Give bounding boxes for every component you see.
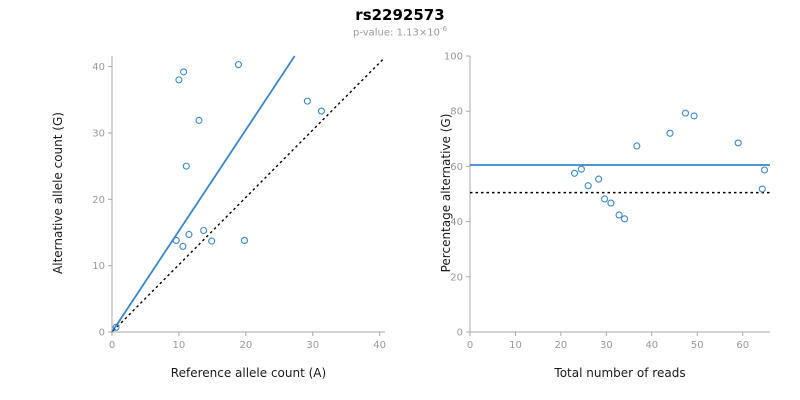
data-point [584, 182, 592, 190]
data-point [570, 169, 579, 177]
x-tick-label: 40 [645, 340, 658, 351]
data-point [182, 162, 190, 170]
data-point [200, 226, 208, 235]
identity-line [112, 58, 385, 332]
data-point [633, 142, 641, 150]
data-point [195, 116, 203, 124]
y-axis-label-right: Percentage alternative (G) [439, 113, 453, 273]
y-tick-label: 30 [92, 128, 105, 139]
allele-count-scatter-plot: 0 10 20 30 40 0 10 20 30 40 [92, 55, 386, 351]
x-tick-label: 10 [509, 340, 522, 351]
y-tick-label: 40 [92, 62, 105, 73]
data-point [172, 236, 180, 244]
data-point [615, 211, 623, 219]
y-tick-label: 0 [99, 328, 105, 339]
data-point [234, 61, 243, 69]
y-axis-label-left: Alternative allele count (G) [51, 112, 65, 274]
data-point [112, 323, 120, 331]
data-point [666, 129, 674, 137]
data-point [734, 139, 742, 147]
x-tick-label: 20 [555, 340, 568, 351]
y-tick-label: 20 [450, 272, 463, 283]
data-point [607, 199, 615, 207]
y-tick-label: 80 [450, 107, 463, 118]
y-tick-label: 10 [92, 261, 105, 272]
fit-line [111, 55, 296, 333]
data-point [317, 107, 325, 115]
plot-title: rs2292573 [355, 6, 445, 24]
data-point [179, 242, 187, 250]
data-point [303, 97, 311, 105]
x-tick-label: 10 [173, 340, 186, 351]
x-tick-label: 40 [373, 340, 386, 351]
data-point [240, 236, 249, 244]
y-tick-label: 40 [450, 217, 463, 228]
x-axis-label-left: Reference allele count (A) [170, 366, 327, 380]
data-point [600, 195, 609, 203]
x-axis-label-right: Total number of reads [554, 366, 686, 380]
data-point [175, 76, 183, 84]
data-point [595, 175, 603, 183]
data-point [180, 68, 188, 76]
data-point [620, 215, 629, 223]
pvalue-text: p-value: 1.13×10 [353, 27, 440, 39]
y-tick-label: 20 [92, 195, 105, 206]
percentage-alternative-scatter-plot: 0 10 20 30 40 50 60 0 20 40 60 80 100 [444, 52, 770, 351]
data-point [758, 185, 766, 193]
x-tick-label: 0 [467, 340, 473, 351]
x-tick-label: 30 [306, 340, 319, 351]
data-point [760, 166, 769, 174]
data-point [185, 230, 193, 239]
pvalue-subtitle: p-value: 1.13×10-6 [0, 25, 800, 38]
x-tick-label: 0 [109, 340, 115, 351]
y-tick-label: 60 [450, 162, 463, 173]
data-point [208, 237, 216, 245]
pvalue-exponent: -6 [439, 25, 447, 33]
data-point [681, 109, 690, 117]
x-tick-label: 60 [736, 340, 749, 351]
data-point [690, 112, 698, 120]
y-tick-label: 0 [457, 328, 463, 339]
x-tick-label: 50 [691, 340, 704, 351]
y-tick-label: 100 [444, 52, 463, 63]
x-tick-label: 30 [600, 340, 613, 351]
x-tick-label: 20 [239, 340, 252, 351]
data-point [577, 165, 585, 173]
